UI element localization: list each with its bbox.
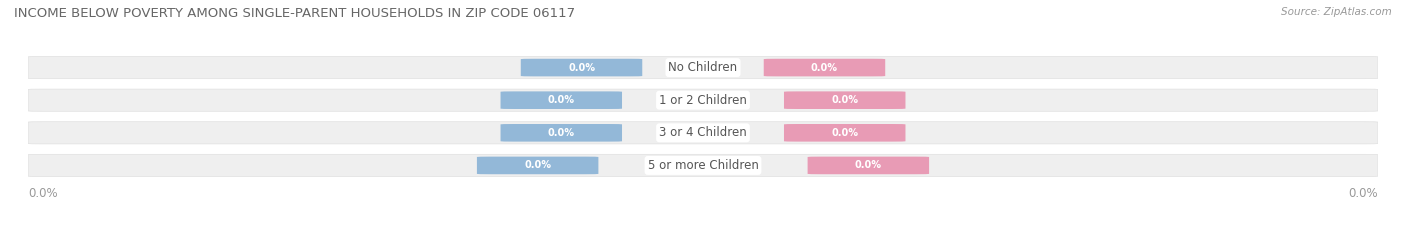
- Text: 0.0%: 0.0%: [548, 128, 575, 138]
- Text: 0.0%: 0.0%: [831, 95, 858, 105]
- Text: 1 or 2 Children: 1 or 2 Children: [659, 94, 747, 107]
- Text: 0.0%: 0.0%: [831, 128, 858, 138]
- Text: 0.0%: 0.0%: [811, 63, 838, 72]
- FancyBboxPatch shape: [28, 56, 1378, 79]
- FancyBboxPatch shape: [807, 157, 929, 174]
- Text: INCOME BELOW POVERTY AMONG SINGLE-PARENT HOUSEHOLDS IN ZIP CODE 06117: INCOME BELOW POVERTY AMONG SINGLE-PARENT…: [14, 7, 575, 20]
- Text: 0.0%: 0.0%: [855, 161, 882, 170]
- Text: No Children: No Children: [668, 61, 738, 74]
- FancyBboxPatch shape: [28, 154, 1378, 177]
- FancyBboxPatch shape: [785, 91, 905, 109]
- Text: 0.0%: 0.0%: [28, 187, 58, 200]
- FancyBboxPatch shape: [501, 91, 621, 109]
- FancyBboxPatch shape: [520, 59, 643, 76]
- Text: Source: ZipAtlas.com: Source: ZipAtlas.com: [1281, 7, 1392, 17]
- FancyBboxPatch shape: [28, 122, 1378, 144]
- Text: 0.0%: 0.0%: [524, 161, 551, 170]
- Text: 0.0%: 0.0%: [548, 95, 575, 105]
- Text: 3 or 4 Children: 3 or 4 Children: [659, 126, 747, 139]
- FancyBboxPatch shape: [785, 124, 905, 142]
- FancyBboxPatch shape: [501, 124, 621, 142]
- FancyBboxPatch shape: [28, 89, 1378, 111]
- Text: 0.0%: 0.0%: [1348, 187, 1378, 200]
- FancyBboxPatch shape: [477, 157, 599, 174]
- Text: 0.0%: 0.0%: [568, 63, 595, 72]
- FancyBboxPatch shape: [763, 59, 886, 76]
- Text: 5 or more Children: 5 or more Children: [648, 159, 758, 172]
